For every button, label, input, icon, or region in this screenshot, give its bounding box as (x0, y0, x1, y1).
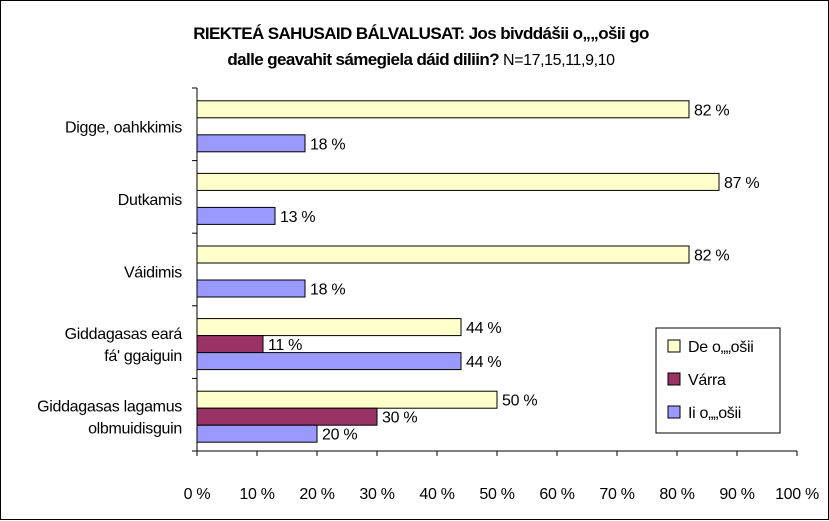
legend-swatch (667, 405, 681, 419)
x-tick-label: 70 % (599, 486, 634, 503)
chart-title-text: RIEKTEÁ SAHUSAID BÁLVALUSAT: Jos bivddáš… (193, 24, 649, 43)
x-tick-label: 50 % (479, 486, 514, 503)
data-label: 82 % (694, 248, 729, 265)
chart-title-line-1: dalle geavahit sámegiela dáid diliin? N=… (61, 47, 781, 74)
legend-label: Ii o„„ošii (688, 405, 741, 422)
data-label: 13 % (280, 209, 315, 226)
data-label: 18 % (310, 282, 345, 299)
bar-ii-oazzosii (196, 134, 306, 153)
category-label: Dutkamis (118, 192, 183, 209)
bar-de-oazzosii (196, 390, 498, 409)
bar-de-oazzosii (196, 172, 720, 191)
x-tick-label: 80 % (659, 486, 694, 503)
chart-title-text: dalle geavahit sámegiela dáid diliin? (227, 50, 499, 69)
x-tick-label: 0 % (184, 486, 211, 503)
category-label: Digge, oahkkimis (65, 119, 182, 136)
bar-ii-oazzosii (196, 206, 276, 225)
bar-ii-oazzosii (196, 352, 462, 371)
x-tick-label: 30 % (359, 486, 394, 503)
bar-ii-oazzosii (196, 279, 306, 298)
data-label: 87 % (724, 175, 759, 192)
bar-de-oazzosii (196, 245, 690, 264)
category-label: Váidimis (124, 265, 182, 282)
data-label: 30 % (382, 410, 417, 427)
x-tick-label: 90 % (719, 486, 754, 503)
chart-subtitle: N=17,15,11,9,10 (499, 52, 615, 69)
category-label: fá' ggaiguin (104, 348, 182, 365)
category-label: Giddagasas lagamus (37, 399, 182, 416)
data-label: 44 % (466, 354, 501, 371)
bar-ii-oazzosii (196, 424, 318, 443)
legend-swatch (667, 339, 681, 353)
bar-de-oazzosii (196, 100, 690, 119)
data-label: 20 % (322, 427, 357, 444)
bar-varra (196, 335, 264, 354)
chart-title: RIEKTEÁ SAHUSAID BÁLVALUSAT: Jos bivddáš… (61, 21, 781, 74)
bar-varra (196, 407, 378, 426)
legend-label: De o„„ošii (688, 339, 753, 356)
x-tick-label: 100 % (775, 486, 819, 503)
data-label: 11 % (268, 337, 302, 354)
x-tick-label: 10 % (239, 486, 274, 503)
x-tick-label: 20 % (299, 486, 334, 503)
data-label: 82 % (694, 102, 729, 119)
x-tick-label: 40 % (419, 486, 454, 503)
category-label: olbmuidisguin (88, 421, 182, 438)
chart-title-line-0: RIEKTEÁ SAHUSAID BÁLVALUSAT: Jos bivddáš… (61, 21, 781, 47)
data-label: 50 % (502, 393, 537, 410)
data-label: 44 % (466, 320, 501, 337)
category-label: Giddagasas eará (65, 326, 183, 343)
legend-label: Várra (688, 372, 726, 389)
x-tick-label: 60 % (539, 486, 574, 503)
data-label: 18 % (310, 136, 345, 153)
bar-de-oazzosii (196, 318, 462, 337)
legend-swatch (667, 372, 681, 386)
